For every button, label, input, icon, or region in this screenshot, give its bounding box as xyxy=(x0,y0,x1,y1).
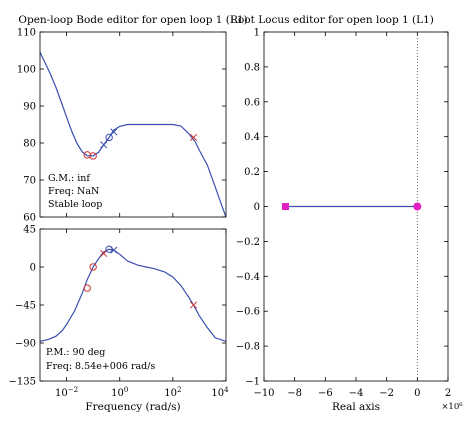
root-locus-y-tick-label: 0.2 xyxy=(244,167,260,178)
root-locus-y-tick-label: −0.2 xyxy=(236,237,260,248)
phase-marker xyxy=(83,284,91,292)
root-locus-title: Root Locus editor for open loop 1 (L1) xyxy=(230,14,434,26)
phase-y-tick-label: 45 xyxy=(23,225,36,236)
root-locus-points xyxy=(281,202,422,211)
root-locus-y-tick-label: −0.6 xyxy=(236,307,260,318)
real-axis-tick-labels: −10 −8 −6 −4 −2 0 2 xyxy=(253,388,451,399)
magnitude-marker xyxy=(189,133,198,142)
root-locus-y-tick-label: −1 xyxy=(245,377,260,388)
magnitude-curve xyxy=(39,52,227,218)
magnitude-marker xyxy=(89,152,97,160)
magnitude-axes-box xyxy=(39,31,227,218)
real-axis-exponent: ×10⁶ xyxy=(441,402,463,412)
pm-annotation: P.M.: 90 deg xyxy=(46,347,105,358)
root-locus-y-tick-label: 1 xyxy=(254,28,260,39)
magnitude-marker xyxy=(105,133,113,142)
real-axis-tick-label: 2 xyxy=(445,388,451,399)
phase-y-tick-label: −45 xyxy=(15,301,36,312)
magnitude-panel: 60 70 80 90 100 110 G.M.: inf Freq: NaN Stabl… xyxy=(17,28,227,224)
magnitude-y-tick-label: 60 xyxy=(23,213,36,224)
stability-annotation: Stable loop xyxy=(48,199,102,210)
phase-y-tick-label: −90 xyxy=(15,339,36,350)
magnitude-markers xyxy=(83,128,198,160)
root-locus-panel: −1 −0.8 −0.6 −0.4 −0.2 0 0.2 0.4 0.6 0.8 1 −10 −8 −6… xyxy=(236,28,464,414)
phase-markers xyxy=(83,245,198,309)
root-locus-y-tick-label: −0.4 xyxy=(236,272,260,283)
real-axis-tick-label: −10 xyxy=(253,388,274,399)
phase-y-tick-label: −135 xyxy=(9,377,36,388)
zero-marker xyxy=(413,202,422,211)
magnitude-y-tick-label: 70 xyxy=(23,176,36,187)
real-axis-tick-label: −4 xyxy=(349,388,364,399)
phase-marker xyxy=(189,301,198,309)
phase-axes-box xyxy=(39,228,227,382)
root-locus-y-tick-label: 0.6 xyxy=(244,97,260,108)
magnitude-marker xyxy=(110,128,118,136)
bode-title: Open-loop Bode editor for open loop 1 (L… xyxy=(18,14,247,26)
magnitude-y-tick-labels: 60 70 80 90 100 110 xyxy=(17,28,36,224)
phase-panel: −135 −90 −45 0 45 10−2 100 102 104 P.M.: 90 deg… xyxy=(9,225,230,414)
root-locus-y-tick-label: −0.8 xyxy=(236,342,260,353)
pole-marker xyxy=(281,203,289,210)
magnitude-y-tick-label: 90 xyxy=(23,102,36,113)
real-axis-tick-label: −8 xyxy=(287,388,302,399)
phase-ticks xyxy=(40,228,227,382)
root-locus-y-tick-labels: −1 −0.8 −0.6 −0.4 −0.2 0 0.2 0.4 0.6 0.8 1 xyxy=(236,28,260,388)
frequency-tick-label: 102 xyxy=(164,386,181,399)
phase-marker xyxy=(100,249,108,258)
phase-y-tick-label: 0 xyxy=(30,263,36,274)
pm-freq-annotation: Freq: 8.54e+006 rad/s xyxy=(46,361,155,372)
phase-marker xyxy=(89,263,97,271)
frequency-tick-labels: 10−2 100 102 104 xyxy=(55,386,229,399)
root-locus-axes-box xyxy=(263,31,449,382)
phase-marker xyxy=(110,246,118,254)
root-locus-y-tick-label: 0.4 xyxy=(244,132,260,143)
gm-freq-annotation: Freq: NaN xyxy=(48,186,99,197)
root-locus-y-tick-label: 0 xyxy=(254,202,260,213)
magnitude-y-tick-label: 110 xyxy=(17,28,36,39)
real-axis-tick-label: 0 xyxy=(414,388,420,399)
magnitude-y-tick-label: 100 xyxy=(17,65,36,76)
frequency-tick-label: 10−2 xyxy=(55,386,78,399)
frequency-tick-label: 104 xyxy=(211,386,229,399)
frequency-axis-label: Frequency (rad/s) xyxy=(85,401,180,413)
frequency-tick-label: 100 xyxy=(111,386,128,399)
gm-annotation: G.M.: inf xyxy=(48,173,91,184)
phase-curve xyxy=(39,248,227,342)
root-locus-y-tick-label: 0.8 xyxy=(244,62,260,73)
magnitude-y-tick-label: 80 xyxy=(23,139,36,150)
magnitude-marker xyxy=(100,141,108,149)
phase-y-tick-labels: −135 −90 −45 0 45 xyxy=(9,225,36,388)
real-axis-tick-label: −2 xyxy=(379,388,394,399)
real-axis-label: Real axis xyxy=(332,401,380,413)
magnitude-marker xyxy=(83,151,91,159)
real-axis-tick-label: −6 xyxy=(318,388,333,399)
